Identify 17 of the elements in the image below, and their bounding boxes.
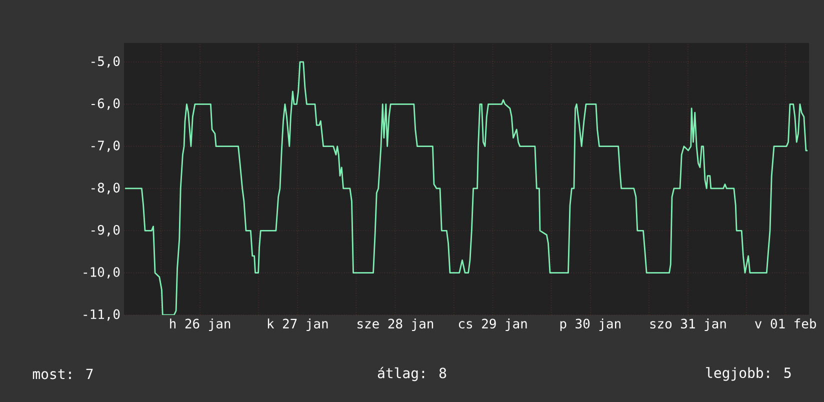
y-tick-label: -7,0 [92, 140, 120, 152]
x-tick-label: sze 28 jan [358, 318, 434, 332]
x-tick-label: v 01 feb [755, 318, 816, 329]
text: most: 7 [32, 368, 93, 380]
y-tick-label: -11,0 [84, 309, 120, 321]
x-tick-label: p 30 jan [560, 318, 620, 332]
x-tick-label: h 26 jan [170, 318, 230, 332]
x-tick-label: k 27 jan [268, 318, 328, 332]
x-tick-label: cs 29 jan [458, 318, 527, 332]
y-tick-label: -8,0 [92, 182, 120, 194]
text: legjobb: 5 [706, 367, 791, 381]
y-tick-label: -9,0 [92, 224, 120, 236]
x-tick-label: szo 31 jan [650, 318, 726, 332]
y-tick-label: -6,0 [92, 98, 120, 110]
y-tick-label: -10,0 [84, 267, 120, 279]
text: átlag: 8 [378, 366, 446, 382]
y-tick-label: -5,0 [92, 56, 120, 68]
